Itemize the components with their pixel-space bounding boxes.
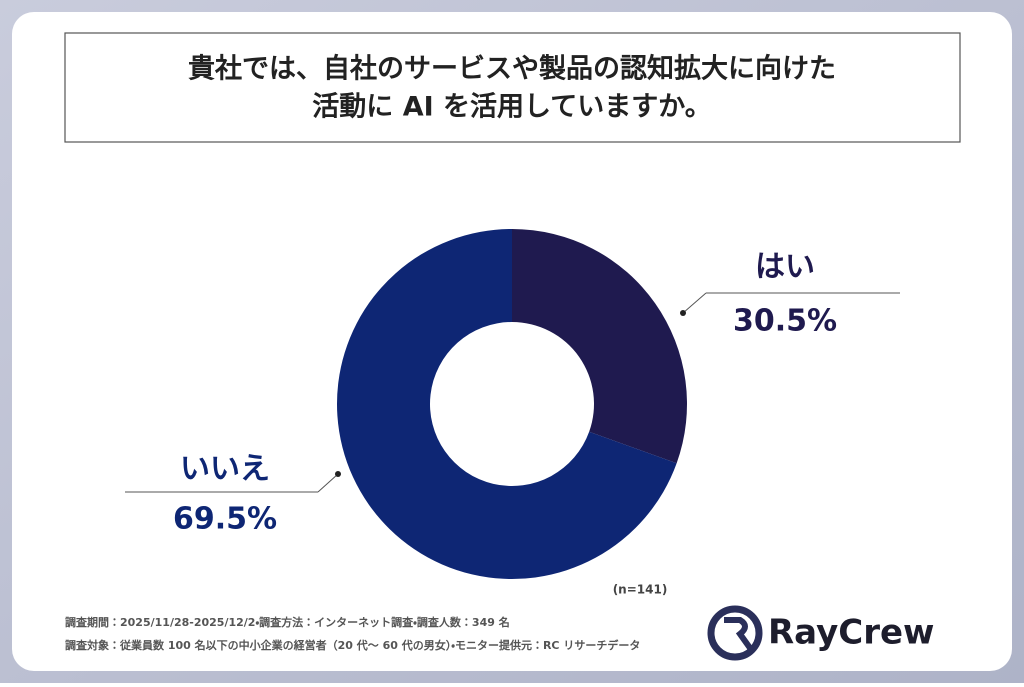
logo-ring xyxy=(707,605,763,661)
footnote: 調査対象：従業員数 100 名以下の中小企業の経営者（20 代〜 60 代の男女… xyxy=(65,638,640,652)
slice xyxy=(336,229,677,579)
slice xyxy=(512,229,687,464)
leader-line xyxy=(317,473,339,493)
footnote: 調査期間：2025/11/28-2025/12/2・調査方法：インターネット調査… xyxy=(65,615,510,629)
value-label: 69.5% xyxy=(173,502,277,537)
leader-dot xyxy=(335,471,341,477)
card xyxy=(12,12,1012,671)
title-line: 活動に AI を活用していますか。 xyxy=(312,92,711,123)
brand-logo: RayCrew xyxy=(707,605,934,661)
leader-dot xyxy=(680,310,686,316)
value-label: 30.5% xyxy=(733,304,837,339)
category-label: はい xyxy=(755,250,815,285)
category-label: いいえ xyxy=(180,452,270,487)
leader-line xyxy=(682,292,707,314)
logo-mark xyxy=(724,617,753,650)
brand-name: RayCrew xyxy=(768,613,934,653)
sample-note: (n=141) xyxy=(613,583,668,597)
title-line: 貴社では、自社のサービスや製品の認知拡大に向けた xyxy=(188,53,836,85)
donut xyxy=(336,229,687,579)
title-box xyxy=(64,32,961,143)
